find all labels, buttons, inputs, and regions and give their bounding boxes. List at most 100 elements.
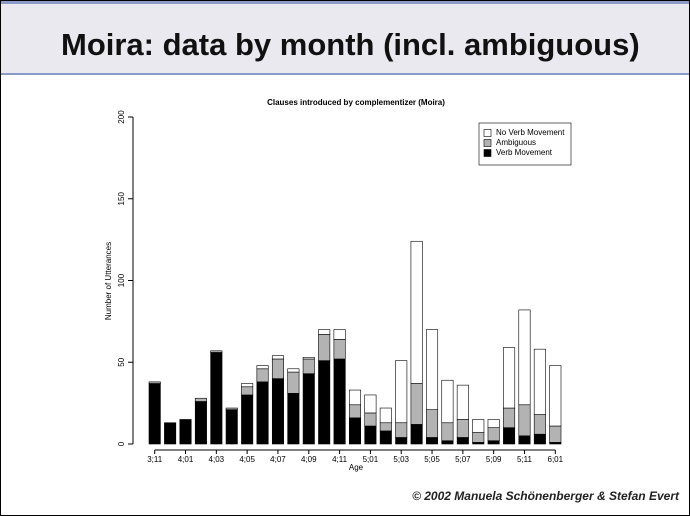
chart: Clauses introduced by complementizer (Mo…: [104, 98, 572, 472]
bar-segment: [194, 397, 207, 402]
bar-segment: [379, 422, 392, 432]
bar-segment: [518, 404, 531, 437]
bar-segment: [533, 348, 546, 415]
x-tick-label: 5;01: [363, 455, 379, 464]
bar-segment: [256, 365, 269, 370]
bar-segment: [395, 360, 408, 424]
bar-segment: [333, 339, 346, 360]
bar-segment: [364, 412, 377, 427]
bar-segment: [410, 424, 423, 445]
bar-segment: [241, 394, 254, 445]
bar-segment: [503, 427, 516, 445]
bar-segment: [472, 419, 485, 433]
bar-segment: [256, 381, 269, 445]
legend-swatch: [483, 129, 492, 137]
bar-segment: [271, 378, 284, 445]
x-axis-label: Age: [349, 463, 364, 472]
legend-swatch: [483, 149, 492, 157]
bar-segment: [487, 427, 500, 442]
bar-segment: [318, 334, 331, 361]
bar-segment: [241, 386, 254, 396]
bar-segment: [426, 409, 439, 438]
bar-segment: [487, 440, 500, 445]
bar-segment: [441, 379, 454, 424]
bar-segment: [487, 419, 500, 428]
chart-title: Clauses introduced by complementizer (Mo…: [267, 98, 445, 107]
y-tick-label: 200: [117, 110, 126, 124]
bar-segment: [441, 422, 454, 442]
bar-segment: [426, 437, 439, 445]
bar-segment: [426, 329, 439, 410]
bar-segment: [549, 425, 562, 443]
bar-segment: [364, 425, 377, 445]
y-axis-label: Number of Utterances: [104, 242, 113, 320]
bar-segment: [410, 240, 423, 384]
bar-segment: [302, 358, 315, 374]
bar-segment: [194, 401, 207, 445]
y-tick-label: 50: [117, 357, 126, 366]
x-tick-label: 4;03: [209, 455, 225, 464]
legend-label: Ambiguous: [496, 138, 536, 147]
bar-segment: [533, 414, 546, 435]
bar-segment: [333, 329, 346, 340]
x-tick-label: 5;09: [486, 455, 502, 464]
legend-box: [478, 122, 572, 166]
x-tick-label: 3;11: [147, 455, 163, 464]
bar-segment: [241, 383, 254, 388]
bar-segment: [379, 407, 392, 424]
x-tick-label: 4;01: [178, 455, 194, 464]
legend-label: Verb Movement: [496, 148, 553, 157]
y-tick-label: 150: [117, 192, 126, 206]
x-tick-label: 5;11: [517, 455, 533, 464]
x-tick-label: 4;11: [332, 455, 348, 464]
bar-segment: [348, 404, 362, 419]
bar-segment: [287, 393, 300, 445]
x-tick-label: 4;09: [301, 455, 317, 464]
bar-segment: [287, 368, 300, 373]
x-tick-label: 4;07: [270, 455, 286, 464]
bar-segment: [256, 368, 269, 383]
bar-segment: [210, 352, 223, 445]
bar-segment: [287, 371, 300, 394]
title-band: [1, 1, 689, 75]
bar-segment: [210, 350, 223, 353]
bar-segment: [164, 422, 177, 445]
bar-segment: [318, 329, 331, 335]
y-tick-label: 100: [117, 273, 126, 287]
bar-segment: [472, 432, 485, 443]
bar-segment: [456, 384, 469, 420]
bar-segment: [549, 365, 562, 427]
slide-title: Moira: data by month (incl. ambiguous): [61, 27, 640, 62]
bar-segment: [456, 419, 469, 438]
bar-segment: [503, 347, 516, 409]
bar-segment: [395, 437, 408, 445]
bar-segment: [441, 440, 454, 445]
bar-segment: [271, 355, 284, 360]
bar-segment: [395, 422, 408, 438]
bar-segment: [318, 360, 331, 445]
x-tick-label: 6;01: [548, 455, 564, 464]
bar-segment: [364, 394, 377, 414]
bar-segment: [410, 383, 423, 425]
x-tick-label: 5;05: [424, 455, 440, 464]
x-tick-label: 5;07: [455, 455, 471, 464]
bar-segment: [333, 358, 346, 445]
bar-segment: [379, 430, 392, 445]
x-tick-label: 5;03: [393, 455, 409, 464]
legend-swatch: [483, 139, 492, 147]
bar-segment: [518, 435, 531, 445]
bar-segment: [302, 357, 315, 360]
bar-segment: [179, 419, 192, 445]
bar-segment: [225, 409, 238, 445]
x-tick-label: 4;05: [239, 455, 255, 464]
bar-segment: [271, 358, 284, 379]
bar-segment: [302, 373, 315, 445]
bar-segment: [348, 389, 362, 406]
legend-label: No Verb Movement: [496, 128, 565, 137]
bar-segment: [225, 407, 238, 410]
y-tick-label: 0: [117, 441, 126, 446]
bar-segment: [348, 417, 362, 445]
bar-segment: [148, 383, 161, 445]
bar-segment: [456, 437, 469, 445]
